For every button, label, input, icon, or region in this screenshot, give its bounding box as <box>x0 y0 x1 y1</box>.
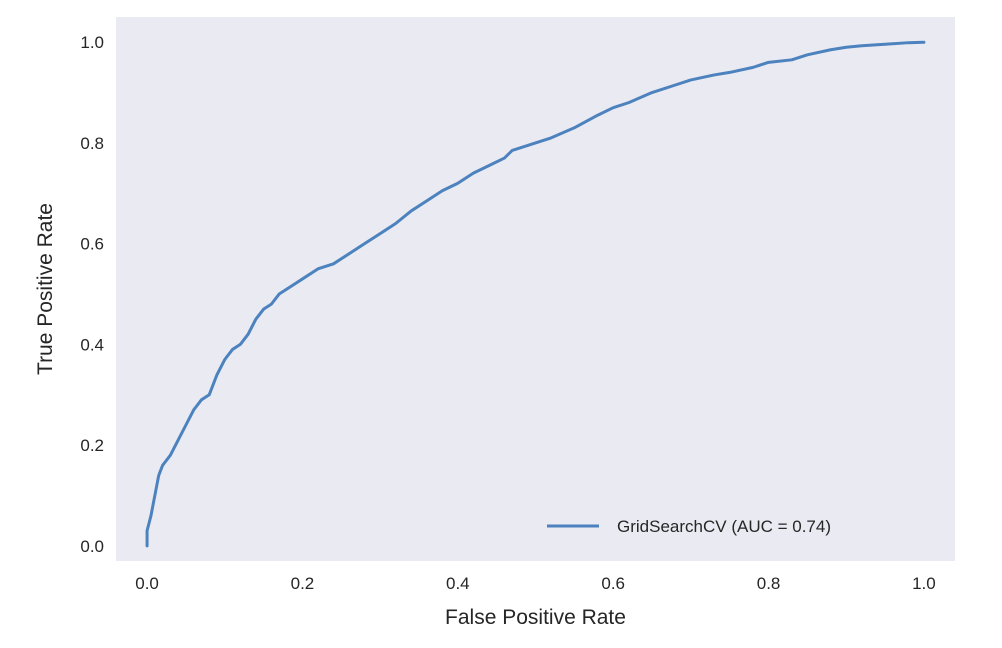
y-tick-label: 0.6 <box>80 235 104 254</box>
roc-curve-line <box>145 40 926 548</box>
plot-background <box>116 17 955 561</box>
x-tick-label: 0.6 <box>601 574 625 593</box>
x-tick-label: 0.0 <box>135 574 159 593</box>
x-axis-label: False Positive Rate <box>445 606 626 629</box>
x-tick-label: 0.2 <box>291 574 315 593</box>
legend-label: GridSearchCV (AUC = 0.74) <box>617 517 831 536</box>
y-tick-label: 1.0 <box>80 33 104 52</box>
x-tick-label: 0.8 <box>757 574 781 593</box>
legend: GridSearchCV (AUC = 0.74) <box>547 517 831 536</box>
y-tick-label: 0.0 <box>80 537 104 556</box>
x-axis-ticks: 0.0 0.2 0.4 0.6 0.8 1.0 <box>135 574 935 593</box>
x-tick-label: 1.0 <box>912 574 936 593</box>
y-tick-label: 0.8 <box>80 134 104 153</box>
y-tick-label: 0.2 <box>80 436 104 455</box>
y-tick-label: 0.4 <box>80 335 104 354</box>
series-layer <box>145 40 926 548</box>
x-tick-label: 0.4 <box>446 574 470 593</box>
y-axis-ticks: 0.0 0.2 0.4 0.6 0.8 1.0 <box>80 33 104 556</box>
y-axis-label: True Positive Rate <box>34 203 57 375</box>
